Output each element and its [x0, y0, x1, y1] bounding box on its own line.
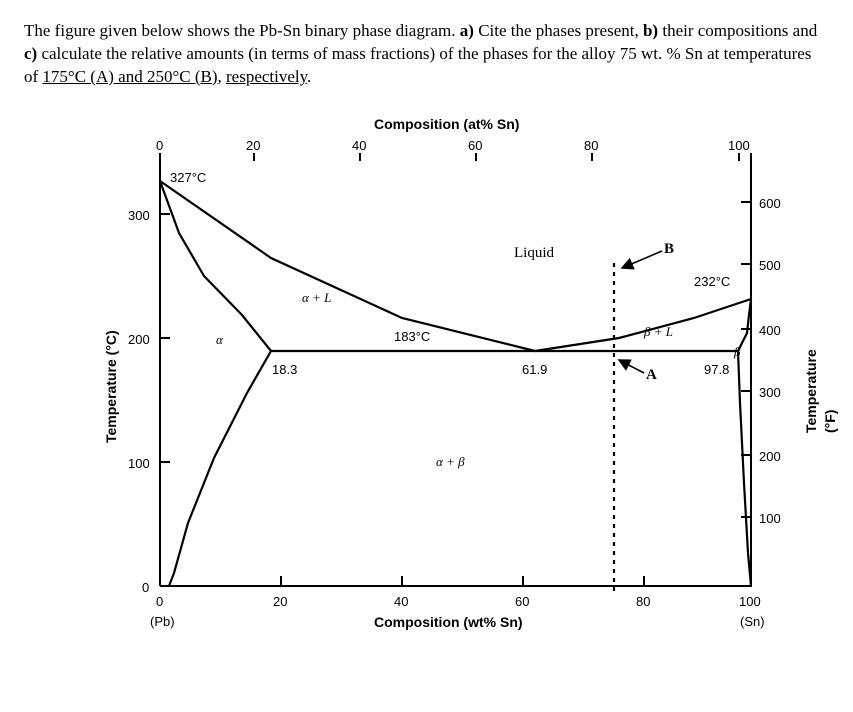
label-liquid: Liquid — [514, 243, 554, 263]
right-tick-400: 400 — [759, 322, 781, 340]
arrow-to-A — [619, 360, 644, 373]
arrow-to-B — [622, 251, 662, 268]
bottom-tick-20: 20 — [273, 593, 287, 611]
text-a: Cite the phases present, — [478, 21, 643, 40]
label-a: a) — [460, 21, 474, 40]
label-c: c) — [24, 44, 37, 63]
label-alpha: α — [216, 331, 223, 349]
label-b: b) — [643, 21, 658, 40]
text-resp: respectively — [226, 67, 307, 86]
left-axis-title: Temperature (°C) — [102, 330, 121, 443]
bottom-tick-100: 100 — [739, 593, 761, 611]
label-18-3: 18.3 — [272, 361, 297, 379]
text-temps: 175°C (A) and 250°C (B) — [42, 67, 217, 86]
top-tick-40: 40 — [352, 137, 366, 155]
point-A: A — [646, 365, 657, 385]
liquidus-left — [160, 181, 535, 351]
top-tick-80: 80 — [584, 137, 598, 155]
label-183c: 183°C — [394, 328, 430, 346]
label-327c: 327°C — [170, 169, 206, 187]
bottom-axis-title: Composition (wt% Sn) — [374, 613, 523, 632]
liquidus-right — [535, 299, 751, 351]
label-beta: β — [734, 343, 740, 361]
point-B: B — [664, 239, 674, 259]
left-tick-300: 300 — [128, 207, 150, 225]
left-tick-200: 200 — [128, 331, 150, 349]
label-alpha-L: α + L — [302, 289, 331, 307]
label-sn: (Sn) — [740, 613, 765, 631]
label-97-8: 97.8 — [704, 361, 729, 379]
solvus-left — [169, 351, 271, 586]
top-tick-0: 0 — [156, 137, 163, 155]
label-pb: (Pb) — [150, 613, 175, 631]
bottom-tick-80: 80 — [636, 593, 650, 611]
solvus-right — [738, 351, 751, 586]
text-dot: . — [307, 67, 311, 86]
label-alpha-beta: α + β — [436, 453, 465, 471]
right-tick-300: 300 — [759, 384, 781, 402]
text-comma: , — [218, 67, 227, 86]
left-tick-100: 100 — [128, 455, 150, 473]
bottom-tick-40: 40 — [394, 593, 408, 611]
label-61-9: 61.9 — [522, 361, 547, 379]
right-tick-600: 600 — [759, 195, 781, 213]
top-tick-20: 20 — [246, 137, 260, 155]
right-axis-title: Temperature (°F) — [802, 349, 840, 433]
solidus-left — [160, 181, 271, 351]
text-b: their compositions and — [662, 21, 817, 40]
top-axis-title: Composition (at% Sn) — [374, 115, 519, 134]
label-232c: 232°C — [694, 273, 730, 291]
right-tick-200: 200 — [759, 448, 781, 466]
right-tick-100: 100 — [759, 510, 781, 528]
left-tick-0: 0 — [142, 579, 149, 597]
right-tick-500: 500 — [759, 257, 781, 275]
bottom-tick-0: 0 — [156, 593, 163, 611]
question-prompt: The figure given below shows the Pb-Sn b… — [24, 20, 829, 89]
phase-diagram-figure: Composition (at% Sn) 0 20 40 60 80 100 3… — [24, 103, 829, 663]
top-tick-60: 60 — [468, 137, 482, 155]
bottom-tick-60: 60 — [515, 593, 529, 611]
label-beta-L: β + L — [644, 323, 673, 341]
prompt-part1: The figure given below shows the Pb-Sn b… — [24, 21, 460, 40]
top-tick-100: 100 — [728, 137, 750, 155]
